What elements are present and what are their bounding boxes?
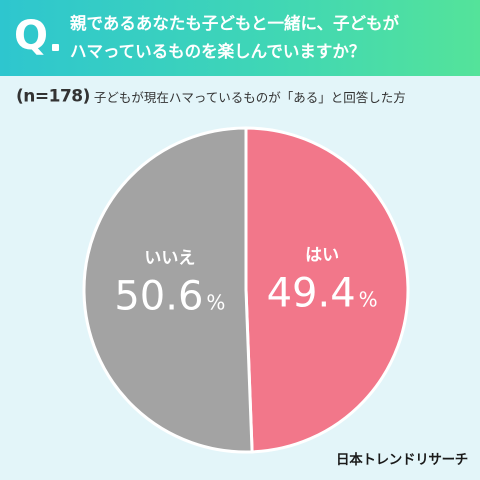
subtitle-text: 子どもが現在ハマっているものが「ある」と回答した方 [93,90,406,105]
pie-slice-yes [244,126,410,454]
slice-value-label: 49.4% [267,271,378,317]
slice-value-label: 50.6% [114,273,225,319]
slice-category-label: いいえ [144,248,195,268]
question-text: 親であるあなたも子どもと一緒に、子どもが ハマっているものを楽しんでいますか？ [70,10,474,66]
q-mark-dot [52,44,59,51]
pie-slice-no [82,126,254,454]
question-header: Q 親であるあなたも子どもと一緒に、子どもが ハマっているものを楽しんでいますか… [0,0,480,76]
q-mark: Q [14,13,48,59]
slice-category-label: はい [305,246,339,266]
brand-logo: 日本トレンドリサーチ [336,452,468,468]
sample-size-label: (n=178) [16,86,90,107]
question-line-1: 親であるあなたも子どもと一緒に、子どもが [70,14,400,33]
question-line-2: ハマっているものを楽しんでいますか？ [70,42,366,61]
chart-subtitle: (n=178) 子どもが現在ハマっているものが「ある」と回答した方 [16,86,474,116]
